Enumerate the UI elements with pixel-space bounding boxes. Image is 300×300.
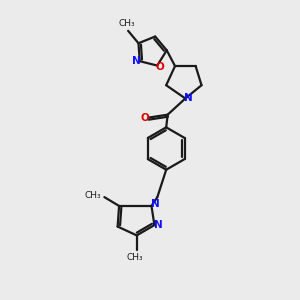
Text: CH₃: CH₃ bbox=[126, 253, 143, 262]
Text: CH₃: CH₃ bbox=[85, 191, 101, 200]
Text: O: O bbox=[156, 62, 164, 72]
Text: O: O bbox=[140, 112, 149, 123]
Text: N: N bbox=[151, 200, 160, 209]
Text: CH₃: CH₃ bbox=[118, 20, 135, 28]
Text: N: N bbox=[131, 56, 140, 66]
Text: N: N bbox=[184, 94, 193, 103]
Text: N: N bbox=[154, 220, 163, 230]
